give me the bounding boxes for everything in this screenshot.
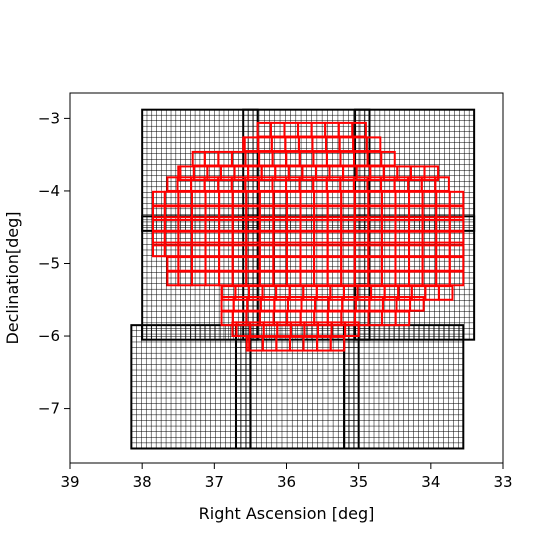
- overlay-cell: [242, 136, 246, 153]
- overlay-cell: [310, 121, 327, 138]
- overlay-cell: [353, 256, 370, 272]
- overlay-row: [166, 270, 465, 287]
- overlay-cell: [448, 256, 465, 272]
- overlay-cell: [245, 335, 251, 352]
- overlay-row: [256, 121, 367, 138]
- field-1: [141, 108, 259, 232]
- field-grid: [344, 325, 464, 449]
- overlay-cell: [285, 270, 302, 287]
- overlay-cell: [285, 256, 302, 272]
- overlay-cell: [284, 136, 300, 153]
- overlay-cell: [166, 270, 180, 287]
- overlay-cell: [338, 136, 355, 153]
- overlay-row: [151, 190, 465, 207]
- field-9: [343, 324, 465, 450]
- overlay-cell: [381, 310, 397, 327]
- overlay-row: [242, 136, 382, 153]
- x-tick-label: 38: [133, 473, 152, 491]
- overlay-row: [151, 205, 465, 221]
- y-tick-label: −5: [38, 254, 60, 272]
- overlay-cell: [299, 256, 316, 272]
- overlay-cell: [311, 136, 328, 153]
- overlay-cell: [218, 256, 234, 272]
- field-3: [354, 108, 476, 232]
- x-tick-label: 35: [349, 473, 368, 491]
- field-8: [234, 324, 360, 450]
- overlay-cell: [337, 121, 354, 138]
- field-7: [130, 324, 252, 450]
- axis-ticks-layer: 39 38 37 36 35 34 33 −7 −6 −5 −4 −3: [38, 109, 513, 491]
- overlay-cell: [394, 270, 411, 287]
- overlay-row: [220, 285, 454, 301]
- overlay-cell: [270, 136, 287, 153]
- field-4: [141, 215, 259, 341]
- y-tick-label: −6: [38, 327, 60, 345]
- overlay-cell: [313, 270, 329, 287]
- red-overlay-layer: [151, 121, 465, 352]
- overlay-cell: [353, 270, 370, 287]
- overlay-cell: [394, 310, 411, 327]
- overlay-cell: [424, 285, 440, 301]
- overlay-cell: [204, 270, 221, 287]
- y-tick-label: −3: [38, 109, 60, 127]
- field-grid: [243, 216, 370, 340]
- y-axis-label: Declination[deg]: [3, 211, 22, 344]
- overlay-row: [151, 230, 465, 247]
- field-grid: [235, 325, 359, 449]
- field-6: [354, 215, 476, 341]
- overlay-cell: [380, 256, 397, 272]
- y-tick-label: −4: [38, 182, 60, 200]
- overlay-cell: [220, 310, 234, 327]
- field-grid: [142, 216, 258, 340]
- y-tick-label: −7: [38, 400, 60, 418]
- field-grid: [142, 109, 258, 231]
- overlay-cell: [151, 241, 166, 258]
- overlay-cell: [408, 270, 424, 287]
- overlay-cell: [394, 256, 411, 272]
- overlay-row: [177, 165, 440, 182]
- field-grid: [131, 325, 251, 449]
- x-tick-label: 39: [60, 473, 79, 491]
- overlay-cell: [435, 256, 451, 272]
- overlay-cell: [326, 256, 343, 272]
- overlay-row: [166, 256, 465, 272]
- field-5: [242, 215, 371, 341]
- x-tick-label: 33: [493, 473, 512, 491]
- overlay-cell: [231, 321, 238, 338]
- overlay-cell: [166, 256, 180, 272]
- overlay-cell: [326, 270, 343, 287]
- overlay-cell: [448, 270, 465, 287]
- overlay-cell: [313, 256, 329, 272]
- overlay-cell: [190, 270, 207, 287]
- overlay-cell: [151, 230, 166, 247]
- overlay-cell: [258, 270, 275, 287]
- overlay-cell: [269, 121, 286, 138]
- field-grid: [355, 109, 475, 231]
- field-grid: [355, 216, 475, 340]
- overlay-cell: [177, 165, 182, 182]
- x-tick-label: 36: [277, 473, 296, 491]
- x-tick-label: 34: [421, 473, 440, 491]
- overlay-cell: [218, 270, 234, 287]
- overlay-cell: [408, 256, 424, 272]
- overlay-cell: [190, 256, 207, 272]
- overlay-cell: [243, 136, 260, 153]
- overlay-cell: [151, 205, 166, 221]
- x-tick-label: 37: [205, 473, 224, 491]
- overlay-cell: [299, 270, 316, 287]
- overlay-row: [220, 310, 411, 327]
- x-axis-label: Right Ascension [deg]: [199, 504, 375, 523]
- overlay-cell: [258, 256, 275, 272]
- overlay-cell: [437, 285, 454, 301]
- overlay-cell: [204, 256, 221, 272]
- overlay-row: [245, 335, 346, 352]
- overlay-cell: [435, 270, 451, 287]
- overlay-cell: [380, 270, 397, 287]
- overlay-cell: [297, 121, 313, 138]
